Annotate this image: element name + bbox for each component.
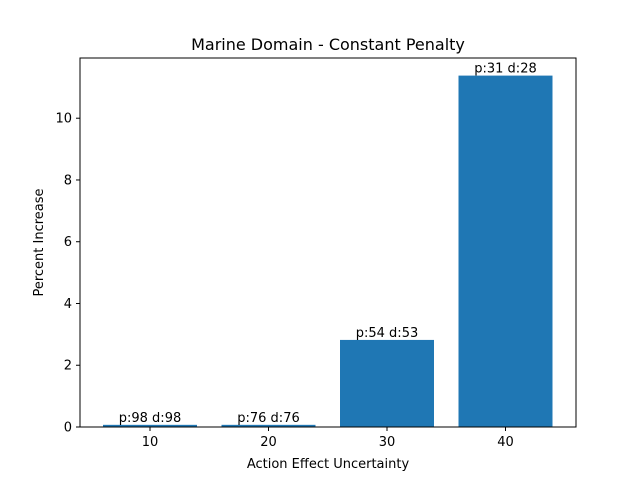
- y-tick-label-6: 6: [64, 235, 72, 250]
- bar-label-10: p:98 d:98: [119, 411, 181, 426]
- y-tick-label-8: 8: [64, 173, 72, 188]
- x-axis-label: Action Effect Uncertainty: [247, 457, 410, 472]
- bar-30: [340, 339, 434, 427]
- x-tick-label-40: 40: [497, 435, 514, 450]
- x-tick-label-10: 10: [142, 435, 159, 450]
- y-tick-label-0: 0: [64, 421, 72, 436]
- bar-label-40: p:31 d:28: [474, 62, 536, 77]
- y-tick-label-2: 2: [64, 359, 72, 374]
- bar-20: [221, 424, 316, 427]
- bar-label-20: p:76 d:76: [237, 411, 299, 426]
- bar-labels-group: p:98 d:98 p:76 d:76 p:54 d:53 p:31 d:28: [119, 62, 537, 426]
- y-axis: 0 2 4 6 8 10: [55, 112, 80, 436]
- y-axis-label: Percent Increase: [32, 188, 47, 296]
- bar-10: [103, 424, 197, 427]
- y-tick-label-4: 4: [64, 297, 72, 312]
- x-axis: 10 20 30 40: [142, 427, 514, 450]
- plot-frame: [79, 57, 577, 428]
- y-tick-label-10: 10: [55, 112, 72, 127]
- x-tick-label-30: 30: [379, 435, 396, 450]
- bars-group: [103, 75, 553, 428]
- bar-label-30: p:54 d:53: [356, 326, 418, 341]
- chart-title: Marine Domain - Constant Penalty: [191, 35, 465, 54]
- x-tick-label-20: 20: [260, 435, 277, 450]
- bar-40: [458, 75, 553, 428]
